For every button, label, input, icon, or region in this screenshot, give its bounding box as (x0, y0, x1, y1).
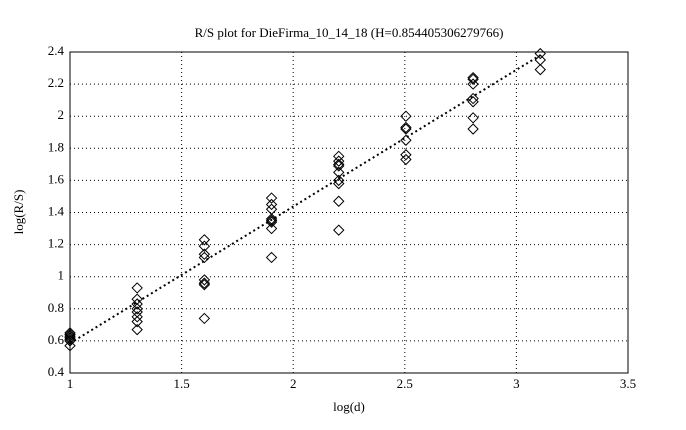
diamond-point (467, 112, 479, 124)
diamond-point (333, 160, 345, 172)
y-tick-label: 0.6 (48, 332, 65, 347)
diamond-point (131, 282, 143, 294)
y-axis-label: log(R/S) (11, 190, 26, 235)
diamond-point (265, 214, 278, 227)
diamond-point (400, 110, 412, 122)
diamond-point (467, 96, 479, 108)
diamond-point (534, 63, 546, 76)
chart-title: R/S plot for DieFirma_10_14_18 (H=0.8544… (195, 25, 504, 40)
diamond-point (131, 323, 143, 336)
diamond-point (333, 155, 345, 167)
diamond-point (198, 279, 211, 291)
diamond-point (333, 195, 345, 207)
x-tick-label: 3.5 (620, 376, 636, 391)
diamond-point (198, 251, 211, 264)
diamond-point (131, 315, 143, 328)
diamond-point (400, 149, 412, 161)
y-tick-label: 1.6 (48, 171, 65, 186)
y-tick-label: 1.2 (48, 236, 64, 251)
diamond-point (64, 328, 76, 341)
diamond-point (265, 192, 278, 204)
diamond-point (467, 73, 479, 85)
diamond-point (467, 92, 479, 105)
diamond-point (400, 121, 412, 134)
diamond-point (198, 234, 211, 246)
diamond-point (333, 177, 345, 190)
y-tick-label: 0.8 (48, 300, 64, 315)
y-tick-label: 2.2 (48, 75, 64, 90)
y-tick-label: 0.4 (48, 364, 65, 379)
diamond-point (467, 78, 479, 90)
x-tick-label: 2 (290, 376, 297, 391)
diamond-point (265, 222, 278, 235)
y-tick-label: 1.4 (48, 203, 65, 218)
diamond-point (198, 274, 211, 286)
diamond-point (131, 298, 143, 310)
diamond-point (467, 71, 479, 84)
diamond-point (333, 224, 345, 236)
diamond-point (198, 240, 211, 252)
diamond-point (198, 277, 211, 289)
diamond-point (400, 123, 412, 135)
x-tick-label: 1 (67, 376, 74, 391)
diamond-point (333, 166, 345, 179)
diamond-point (265, 216, 278, 228)
plot-frame (69, 51, 629, 374)
diamond-point (131, 303, 143, 315)
diamond-point (198, 312, 211, 325)
diamond-point (333, 174, 345, 187)
x-tick-label: 1.5 (173, 376, 189, 391)
y-tick-label: 2.4 (48, 43, 65, 58)
diamond-point (400, 153, 412, 166)
fit-line (69, 54, 541, 345)
x-tick-label: 3 (513, 376, 520, 391)
diamond-point (333, 158, 345, 171)
y-tick-label: 2 (58, 107, 65, 122)
diamond-point (64, 340, 76, 352)
y-tick-label: 1 (58, 268, 65, 283)
diamond-point (64, 327, 76, 339)
diamond-point (534, 47, 546, 60)
x-axis-label: log(d) (333, 399, 365, 414)
diamond-point (467, 123, 479, 135)
diamond-point (131, 311, 143, 323)
x-tick-label: 2.5 (397, 376, 413, 391)
diamond-point (198, 248, 211, 260)
y-tick-label: 1.8 (48, 139, 64, 154)
diamond-point (265, 251, 278, 264)
diamond-point (265, 198, 278, 211)
